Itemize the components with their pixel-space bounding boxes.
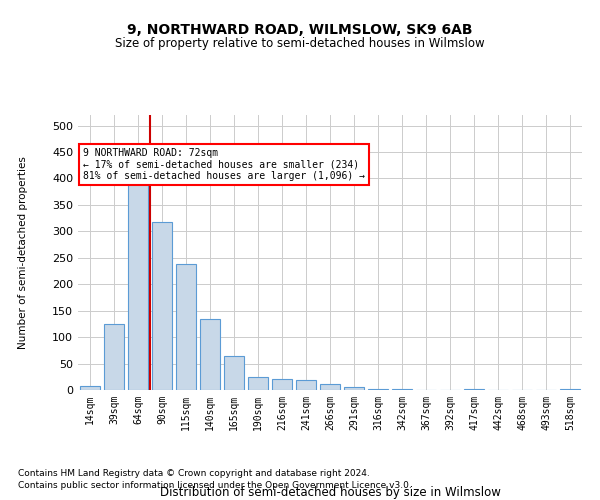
Bar — [224, 356, 244, 390]
Bar — [368, 389, 388, 390]
X-axis label: Distribution of semi-detached houses by size in Wilmslow: Distribution of semi-detached houses by … — [160, 486, 500, 498]
Bar — [152, 222, 172, 390]
Text: Size of property relative to semi-detached houses in Wilmslow: Size of property relative to semi-detach… — [115, 38, 485, 51]
Bar — [80, 386, 100, 390]
Bar — [296, 380, 316, 390]
Bar — [128, 178, 148, 390]
Bar — [272, 380, 292, 390]
Bar — [248, 377, 268, 390]
Text: Contains public sector information licensed under the Open Government Licence v3: Contains public sector information licen… — [18, 481, 412, 490]
Bar — [200, 318, 220, 390]
Bar — [176, 264, 196, 390]
Text: Contains HM Land Registry data © Crown copyright and database right 2024.: Contains HM Land Registry data © Crown c… — [18, 468, 370, 477]
Text: 9 NORTHWARD ROAD: 72sqm
← 17% of semi-detached houses are smaller (234)
81% of s: 9 NORTHWARD ROAD: 72sqm ← 17% of semi-de… — [83, 148, 365, 181]
Bar — [344, 387, 364, 390]
Y-axis label: Number of semi-detached properties: Number of semi-detached properties — [17, 156, 28, 349]
Bar — [104, 324, 124, 390]
Text: 9, NORTHWARD ROAD, WILMSLOW, SK9 6AB: 9, NORTHWARD ROAD, WILMSLOW, SK9 6AB — [127, 22, 473, 36]
Bar — [320, 384, 340, 390]
